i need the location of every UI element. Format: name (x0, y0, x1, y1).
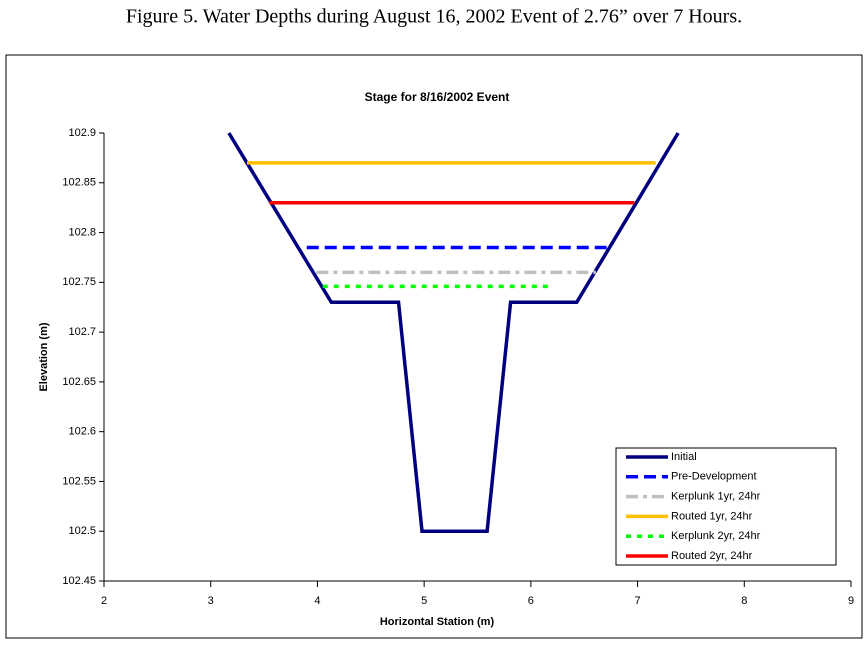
y-tick-label: 102.8 (68, 226, 96, 238)
y-tick-label: 102.65 (62, 376, 96, 388)
x-tick-label: 8 (741, 595, 747, 607)
legend-label: Pre-Development (671, 471, 757, 483)
chart-title: Stage for 8/16/2002 Event (365, 90, 510, 104)
x-tick-label: 3 (208, 595, 214, 607)
legend-label: Kerplunk 2yr, 24hr (671, 530, 761, 542)
x-tick-label: 2 (101, 595, 107, 607)
x-axis-label: Horizontal Station (m) (380, 616, 495, 628)
legend-label: Kerplunk 1yr, 24hr (671, 491, 761, 503)
legend (615, 447, 837, 566)
figure-caption: Figure 5. Water Depths during August 16,… (126, 6, 742, 28)
chart-frame (5, 54, 863, 639)
x-tick-label: 4 (314, 595, 320, 607)
x-tick-label: 5 (421, 595, 427, 607)
y-tick-label: 102.9 (68, 127, 96, 139)
legend-label: Initial (671, 451, 697, 463)
y-tick-label: 102.85 (62, 177, 96, 189)
y-tick-label: 102.7 (68, 326, 96, 338)
y-axis-label: Elevation (m) (38, 322, 50, 391)
y-tick-label: 102.75 (62, 276, 96, 288)
x-tick-label: 7 (635, 595, 641, 607)
x-tick-label: 9 (848, 595, 854, 607)
x-tick-label: 6 (528, 595, 534, 607)
series-line (227, 132, 680, 533)
y-tick-label: 102.5 (68, 525, 96, 537)
legend-label: Routed 1yr, 24hr (671, 510, 753, 522)
legend-label: Routed 2yr, 24hr (671, 550, 753, 562)
y-tick-label: 102.45 (62, 575, 96, 587)
y-tick-label: 102.55 (62, 475, 96, 487)
y-tick-label: 102.6 (68, 426, 96, 438)
